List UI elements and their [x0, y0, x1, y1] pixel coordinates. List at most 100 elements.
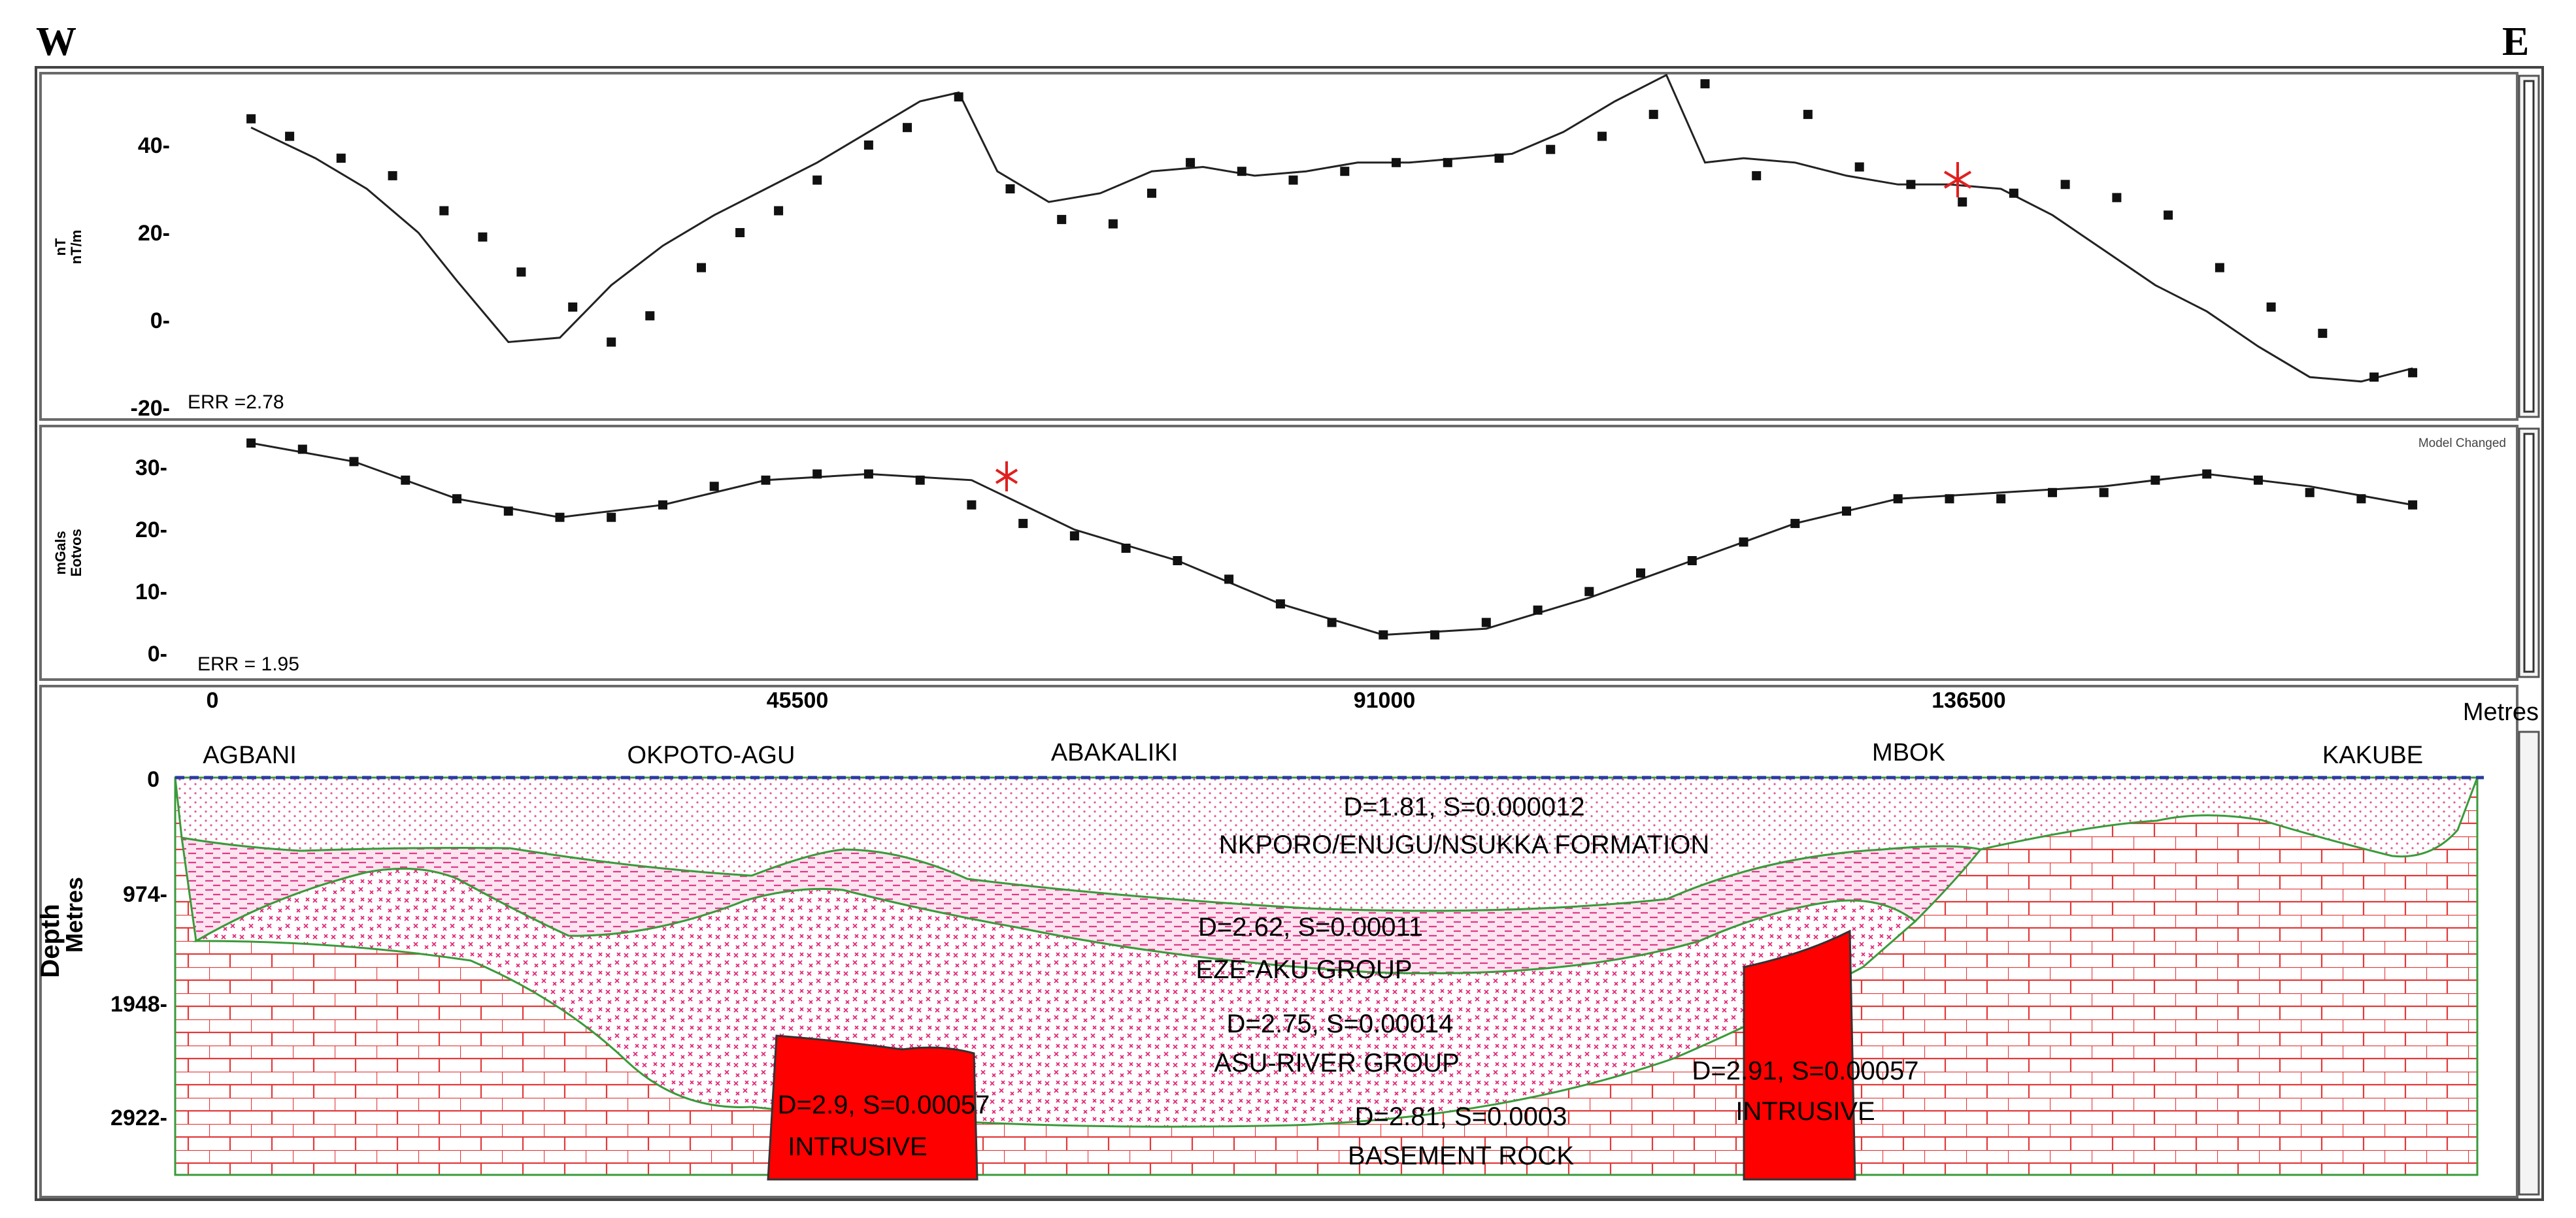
figure-frame — [35, 66, 2544, 1201]
magnetic-observed-point — [735, 228, 745, 237]
gravity-observed-point — [1327, 617, 1337, 627]
magnetic-observed-point — [863, 140, 873, 150]
gravity-observed-point — [555, 512, 565, 522]
depth-tick-0: 0 — [147, 767, 159, 792]
magnetic-observed-point — [1958, 197, 1967, 207]
intrusive-body-1 — [767, 1034, 979, 1181]
gravity-observed-point — [658, 500, 667, 510]
gravity-tick-10: 10- — [135, 580, 167, 604]
gravity-scrollbar-thumb[interactable] — [2523, 433, 2535, 673]
gravity-observed-point — [1893, 494, 1903, 504]
magnetic-observed-point — [812, 175, 822, 185]
location-abakaliki: ABAKALIKI — [1051, 739, 1178, 766]
magnetic-observed-point — [1288, 175, 1298, 185]
gravity-observed-point — [863, 469, 873, 479]
magnetic-observed-point — [336, 154, 346, 163]
intrusive-2-name: INTRUSIVE — [1735, 1097, 1875, 1126]
magnetic-scrollbar-thumb[interactable] — [2523, 80, 2535, 413]
gravity-observed-point — [2202, 469, 2212, 479]
gravity-observed-point — [1173, 556, 1182, 565]
magnetic-panel: nT nT/m 40- 20- 0- -20- ERR =2.78 — [39, 72, 2540, 421]
gravity-panel: mGals Eotvos 30- 20- 10- 0- ERR = 1.95 M… — [39, 425, 2540, 681]
gravity-ylabel-1: mGals — [52, 531, 69, 574]
gravity-observed-point — [1636, 568, 1645, 578]
geological-model — [174, 776, 2484, 1181]
gravity-observed-point — [1996, 494, 2006, 504]
gravity-observed-point — [1842, 506, 1851, 516]
magnetic-observed-point — [1597, 131, 1607, 141]
gravity-data-marks — [246, 438, 2418, 640]
magnetic-observed-point — [1700, 79, 1710, 89]
magnetic-observed-point — [607, 337, 616, 347]
magnetic-error: ERR =2.78 — [188, 391, 284, 413]
gravity-observed-point — [297, 444, 307, 454]
gravity-observed-point — [2150, 475, 2160, 485]
asu-river-name: ASU-RIVER GROUP — [1214, 1049, 1460, 1078]
gravity-observed-point — [967, 500, 977, 510]
gravity-status: Model Changed — [2418, 436, 2506, 450]
magnetic-observed-point — [516, 267, 526, 277]
gravity-observed-point — [2099, 487, 2109, 497]
depth-axis-label-2: Metres — [61, 877, 88, 953]
intrusive-1-name: INTRUSIVE — [788, 1132, 927, 1161]
nkporo-params: D=1.81, S=0.000012 — [1343, 793, 1584, 821]
magnetic-ylabel-1: nT — [52, 238, 69, 255]
distance-tick-91000: 91000 — [1354, 688, 1416, 713]
magnetic-tick-neg20: -20- — [131, 396, 170, 421]
gravity-tick-0: 0- — [148, 642, 167, 667]
model-scrollbar[interactable] — [2518, 731, 2540, 1196]
gravity-observed-point — [1018, 519, 1028, 529]
magnetic-observed-point — [1443, 157, 1452, 167]
gravity-observed-point — [1430, 630, 1440, 640]
location-agbani: AGBANI — [203, 742, 297, 769]
location-okpoto-agu: OKPOTO-AGU — [627, 742, 795, 769]
magnetic-observed-point — [903, 123, 912, 133]
gravity-observed-point — [452, 494, 461, 504]
gravity-observed-point — [1069, 531, 1079, 541]
gravity-observed-point — [246, 438, 256, 448]
intrusive-body-2 — [1743, 929, 1856, 1181]
magnetic-observed-point — [2369, 372, 2379, 382]
magnetic-observed-point — [568, 302, 578, 312]
magnetic-observed-point — [1494, 154, 1504, 163]
depth-tick-1948: 1948- — [110, 992, 167, 1017]
intrusive-1-params: D=2.9, S=0.00057 — [778, 1091, 990, 1119]
asu-river-params: D=2.75, S=0.00014 — [1227, 1010, 1454, 1038]
magnetic-observed-point — [1392, 157, 1401, 167]
gravity-observed-point — [709, 482, 719, 491]
magnetic-observed-point — [2318, 329, 2328, 338]
magnetic-observed-point — [1906, 180, 1916, 189]
magnetic-observed-point — [774, 206, 784, 216]
magnetic-observed-point — [697, 263, 706, 272]
gravity-tick-30: 30- — [135, 455, 167, 480]
magnetic-observed-point — [2266, 302, 2276, 312]
magnetic-fit-marker — [1943, 162, 1972, 197]
magnetic-observed-point — [1147, 188, 1156, 198]
magnetic-observed-point — [1648, 110, 1658, 120]
magnetic-observed-point — [1057, 214, 1067, 224]
magnetic-observed-point — [1803, 110, 1813, 120]
basement-name: BASEMENT ROCK — [1348, 1142, 1574, 1170]
magnetic-observed-point — [2215, 263, 2224, 272]
gravity-observed-point — [2356, 494, 2366, 504]
magnetic-observed-point — [1340, 167, 1350, 176]
gravity-observed-point — [1533, 605, 1543, 615]
magnetic-observed-point — [478, 232, 488, 242]
magnetic-observed-point — [388, 171, 397, 180]
gravity-observed-point — [761, 475, 771, 485]
gravity-observed-point — [1790, 519, 1800, 529]
gravity-observed-point — [607, 512, 616, 522]
intrusive-2-params: D=2.91, S=0.00057 — [1692, 1057, 1919, 1085]
gravity-observed-point — [812, 469, 822, 479]
magnetic-data-marks — [246, 73, 2418, 383]
magnetic-observed-point — [246, 114, 256, 123]
magnetic-observed-point — [1752, 171, 1762, 180]
eze-aku-params: D=2.62, S=0.00011 — [1198, 913, 1423, 942]
location-kakube: KAKUBE — [2322, 742, 2423, 769]
distance-tick-136500: 136500 — [1932, 688, 2005, 713]
magnetic-observed-point — [2009, 188, 2018, 198]
model-panel: 0 45500 91000 136500 Metres Depth Metres… — [36, 685, 2540, 1198]
distance-unit: Metres — [2463, 699, 2539, 726]
gravity-observed-point — [1481, 617, 1491, 627]
eze-aku-name: EZE-AKU GROUP — [1196, 955, 1412, 984]
